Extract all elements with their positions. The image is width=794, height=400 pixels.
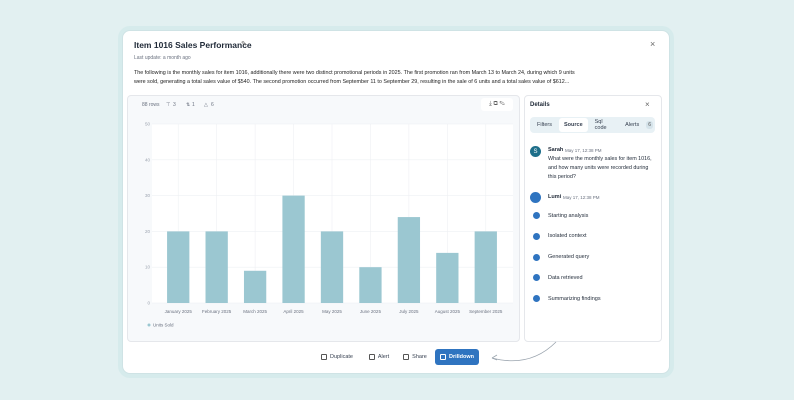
- bar: [167, 231, 190, 303]
- bar: [474, 231, 497, 303]
- legend-label: Units Sold: [153, 323, 174, 328]
- tab[interactable]: Sql code: [594, 119, 607, 131]
- bot-avatar: [530, 192, 541, 203]
- action-button[interactable]: Share: [401, 349, 429, 365]
- bar: [397, 217, 421, 303]
- step-check: [533, 232, 540, 240]
- y-tick-label: 10: [145, 265, 151, 270]
- action-icon: [321, 354, 328, 360]
- step-check: [533, 212, 540, 219]
- tab[interactable]: Alerts: [625, 122, 640, 128]
- y-tick-label: 50: [145, 122, 151, 127]
- x-tick-label: September 2025: [469, 309, 503, 314]
- time: May 17, 12:38 PM: [563, 195, 600, 200]
- y-tick-label: 40: [145, 157, 151, 162]
- action-button[interactable]: Alert: [366, 349, 392, 365]
- time: May 17, 12:38 PM: [565, 148, 602, 153]
- y-tick-label: 0: [147, 301, 150, 306]
- bar: [282, 195, 305, 303]
- last-update: Last update: a month ago: [134, 55, 191, 61]
- action-button[interactable]: Duplicate: [318, 349, 356, 365]
- bar: [243, 270, 267, 303]
- row-count: 88 rows: [142, 102, 160, 108]
- close-button[interactable]: ×: [650, 39, 656, 49]
- bar: [436, 252, 459, 303]
- details-close[interactable]: ×: [645, 100, 650, 109]
- action-icon: [439, 354, 446, 360]
- bar: [320, 231, 344, 303]
- action-button[interactable]: Drilldown: [435, 349, 479, 365]
- x-tick-label: May 2025: [322, 309, 342, 314]
- action-icon: [368, 354, 375, 360]
- step-label: Data retrieved: [548, 274, 583, 281]
- step-label: Starting analysis: [548, 212, 589, 219]
- tabs: Filters Source Sql code Alerts 6: [530, 117, 655, 133]
- y-tick-label: 20: [145, 229, 151, 234]
- action-label: Duplicate: [330, 354, 353, 360]
- step-check: [533, 253, 540, 261]
- y-tick-label: 30: [145, 193, 151, 198]
- step: Isolated context: [533, 232, 587, 240]
- action-label: Share: [412, 354, 427, 360]
- x-tick-label: August 2025: [435, 309, 461, 314]
- description: The following is the monthly sales for i…: [134, 70, 575, 85]
- tab-badge: 6: [646, 121, 653, 129]
- step: Summarizing findings: [533, 295, 601, 303]
- chart-tools[interactable]: ⤓ ⧉ ✎: [481, 98, 513, 111]
- step: Starting analysis: [533, 212, 588, 219]
- step-check: [533, 274, 540, 282]
- filter-icon[interactable]: ⊤: [166, 102, 171, 108]
- tab[interactable]: Source: [558, 118, 588, 132]
- details-panel: [524, 95, 662, 342]
- sort-icon[interactable]: ⇅: [186, 102, 191, 108]
- title: Item 1016 Sales Performance: [134, 40, 252, 50]
- author: Sarah: [548, 147, 564, 153]
- tab[interactable]: Filters: [537, 122, 552, 128]
- edit-icon[interactable]: ✎: [241, 41, 247, 48]
- step-label: Generated query: [548, 254, 590, 261]
- action-icon: [403, 354, 410, 360]
- alert-count[interactable]: 6: [211, 102, 214, 108]
- bar: [359, 267, 382, 303]
- step-check: [533, 295, 540, 303]
- step: Generated query: [533, 253, 590, 261]
- x-tick-label: January 2025: [165, 309, 193, 314]
- bar: [205, 231, 228, 303]
- x-tick-label: July 2025: [399, 309, 419, 314]
- filter-count[interactable]: 3: [173, 102, 176, 108]
- alert-icon[interactable]: △: [204, 102, 208, 108]
- x-tick-label: February 2025: [202, 309, 232, 314]
- x-tick-label: April 2025: [283, 309, 304, 314]
- sort-count[interactable]: 1: [192, 102, 195, 108]
- legend-swatch: [147, 323, 151, 327]
- step-label: Isolated context: [548, 233, 587, 240]
- action-label: Drilldown: [448, 354, 475, 360]
- message: What were the monthly sales for item 101…: [548, 156, 652, 180]
- x-tick-label: June 2025: [360, 309, 382, 314]
- x-tick-label: March 2025: [243, 309, 267, 314]
- chart: 0 10 20 30 40 50 January 2025 February 2025 Marc…: [145, 122, 513, 328]
- step: Data retrieved: [533, 274, 583, 282]
- step-label: Summarizing findings: [548, 295, 601, 302]
- action-label: Alert: [377, 354, 390, 360]
- author: Lumi: [548, 194, 562, 200]
- details-title: Details: [530, 102, 550, 108]
- arrow: [491, 341, 557, 362]
- avatar: S: [530, 146, 541, 157]
